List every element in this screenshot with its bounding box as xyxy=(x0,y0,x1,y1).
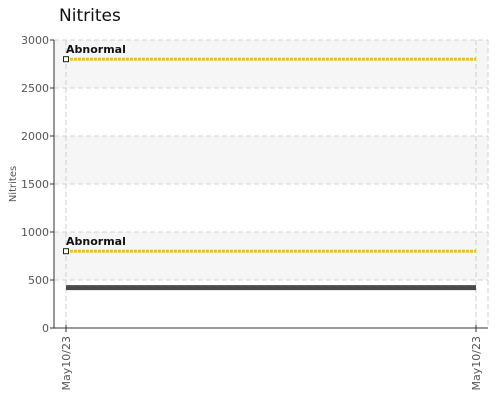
threshold-marker-0 xyxy=(63,56,69,63)
y-tick-label-1: 500 xyxy=(28,274,49,287)
y-tick-label-6: 3000 xyxy=(21,34,49,47)
y-tick-label-3: 1500 xyxy=(21,178,49,191)
threshold-label-1: Abnormal xyxy=(66,235,126,248)
y-tick-label-5: 2500 xyxy=(21,82,49,95)
threshold-marker-1 xyxy=(63,248,69,255)
x-tick-label-0: May10/23 xyxy=(60,336,73,390)
y-tick-label-0: 0 xyxy=(42,322,49,335)
y-tick-label-4: 2000 xyxy=(21,130,49,143)
x-tick-label-1: May10/23 xyxy=(470,336,483,390)
y-tick-label-2: 1000 xyxy=(21,226,49,239)
y-axis-title: Nitrites xyxy=(8,166,19,202)
band-5 xyxy=(54,40,488,88)
band-1 xyxy=(54,232,488,280)
band-3 xyxy=(54,136,488,184)
threshold-label-0: Abnormal xyxy=(66,43,126,56)
chart-title: Nitrites xyxy=(59,6,121,26)
